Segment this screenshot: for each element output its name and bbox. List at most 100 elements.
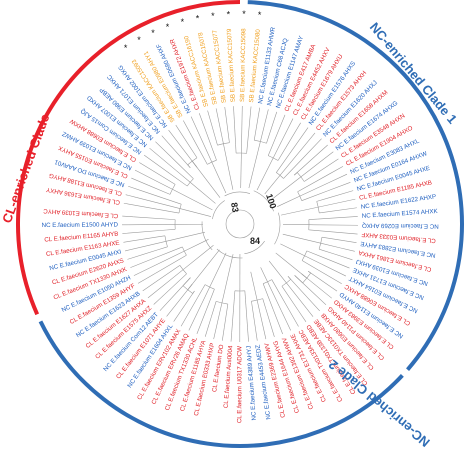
tree-branch — [199, 113, 207, 134]
tip-label: SB E.faecium KACC15098 — [239, 28, 247, 102]
tree-branch — [254, 117, 258, 141]
tree-branch — [183, 245, 213, 269]
tree-branch — [223, 144, 233, 190]
tree-branch — [193, 291, 195, 293]
tree-branch — [280, 244, 304, 256]
tip-label: CL E.faecium U0317 ADCW — [236, 346, 243, 423]
tree-branch — [138, 273, 155, 283]
tree-branch — [281, 311, 290, 331]
tree-branch — [176, 125, 181, 133]
tree-branch — [205, 317, 211, 337]
tree-branch — [166, 232, 205, 241]
tree-branch — [222, 254, 233, 303]
tree-branch — [329, 174, 347, 182]
tree-branch — [298, 174, 329, 192]
tip-label: CL E.faecium Aus0004 — [223, 345, 235, 409]
tree-branch — [127, 250, 158, 260]
tree-branch — [309, 219, 318, 220]
tree-branch — [122, 230, 166, 234]
tree-branch — [346, 241, 357, 243]
tree-branch — [310, 230, 358, 234]
tree-branch — [318, 206, 324, 207]
tree-branch — [284, 168, 294, 178]
tree-branch — [274, 213, 280, 245]
tree-branch — [212, 162, 226, 193]
tree-branch — [217, 249, 243, 258]
tree-branch — [286, 123, 301, 148]
tree-branch — [295, 275, 303, 283]
tree-branch — [211, 301, 216, 316]
tree-branch — [149, 185, 170, 194]
tree-branch — [217, 303, 221, 322]
tree-branch — [321, 243, 340, 248]
tree-branch — [208, 111, 215, 136]
nc-enriched-clade-2-label: NC-enriched Clade 2 — [326, 357, 433, 450]
tree-branch — [135, 170, 155, 181]
tree-branch — [258, 108, 260, 117]
tree-branch — [202, 221, 212, 249]
tree-branch — [308, 271, 337, 291]
tree-branch — [290, 311, 299, 327]
tree-branch — [234, 106, 236, 144]
tree-branch — [143, 282, 156, 291]
tree-branch — [304, 166, 328, 182]
tree-branch — [308, 271, 310, 273]
tree-branch — [155, 251, 184, 265]
tree-branch — [154, 299, 160, 304]
tree-branch — [273, 141, 282, 158]
tree-branch — [158, 247, 168, 250]
tree-root-ring — [226, 210, 254, 238]
tree-branch — [258, 306, 265, 339]
star-marker: * — [227, 9, 231, 19]
tip-label: NC E.faecium E1500 AHYD — [42, 221, 119, 229]
star-marker: * — [151, 28, 155, 38]
star-marker: * — [166, 22, 170, 32]
tree-branch — [190, 133, 207, 165]
tree-branch — [214, 322, 218, 339]
tree-branch — [222, 328, 224, 341]
tree-branch — [231, 333, 232, 342]
tree-branch — [327, 152, 333, 157]
tree-branch — [131, 178, 149, 185]
star-marker: * — [258, 10, 262, 20]
tree-branch — [334, 254, 352, 260]
tree-branch — [172, 189, 212, 210]
tree-branch — [125, 243, 160, 251]
tree-branch — [261, 267, 268, 281]
tree-branch — [328, 182, 350, 190]
tree-branch — [212, 201, 224, 220]
tree-branch — [183, 169, 193, 179]
tree-branch — [160, 241, 166, 242]
tree-branch — [181, 133, 197, 157]
tree-branch — [317, 199, 327, 202]
tree-branch — [281, 207, 318, 215]
tree-branch — [188, 250, 220, 290]
tree-branch — [266, 308, 275, 337]
tree-branch — [318, 216, 358, 219]
tree-branch — [183, 121, 190, 133]
tree-branch — [176, 171, 190, 183]
tree-branch — [265, 175, 280, 194]
tree-branch — [210, 253, 226, 287]
star-marker: * — [124, 43, 128, 53]
tree-branch — [215, 136, 218, 146]
tree-branch — [241, 153, 242, 188]
tree-branch — [288, 276, 291, 279]
tree-branch — [134, 265, 156, 276]
tip-label: NC E.faecium E0269 AHXQ — [362, 222, 439, 230]
tree-branch — [199, 133, 212, 162]
tree-branch — [280, 161, 291, 175]
bootstrap-label-100: 100 — [264, 193, 278, 210]
tree-branch — [225, 192, 250, 196]
tree-branch — [257, 300, 258, 306]
tree-branch — [263, 299, 266, 309]
tree-branch — [130, 257, 156, 267]
tree-branch — [272, 280, 290, 311]
tree-branch — [283, 234, 321, 243]
tree-branch — [322, 237, 346, 241]
tree-branch — [162, 177, 175, 185]
tree-branch — [307, 309, 313, 317]
tree-branch — [232, 291, 235, 333]
